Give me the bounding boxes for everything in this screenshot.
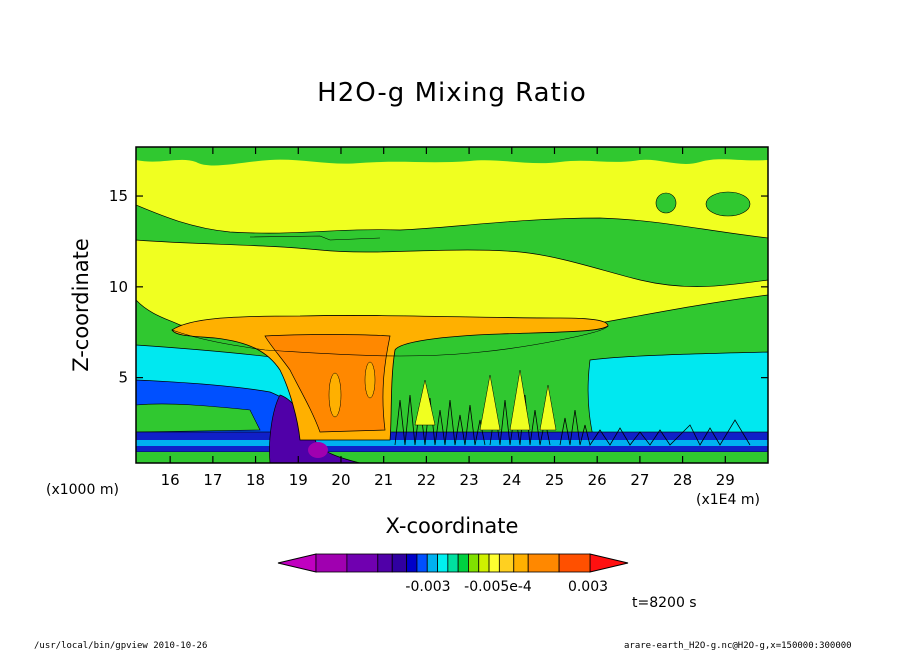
y-axis-label: Z-coordinate — [69, 238, 93, 372]
x-tick-label: 29 — [716, 471, 735, 489]
colorbar-swatch — [416, 553, 428, 573]
colorbar-swatch — [447, 553, 459, 573]
colorbar-swatch — [468, 553, 480, 573]
colorbar-min-arrow — [277, 553, 317, 573]
colorbar-swatch — [457, 553, 469, 573]
colorbar-label: -0.005e-4 — [464, 579, 532, 595]
colorbar-swatch — [488, 553, 500, 573]
contour-fill — [136, 147, 768, 463]
x-multiplier-right: (x1E4 m) — [696, 492, 760, 508]
y-axis: 5 10 15 — [109, 187, 768, 387]
colorbar-swatch — [346, 553, 379, 573]
footer-source: arare-earth_H2O-g.nc@H2O-g,x=150000:3000… — [624, 641, 852, 651]
x-tick-label: 25 — [545, 471, 564, 489]
x-tick-label: 20 — [331, 471, 350, 489]
x-tick-label: 18 — [246, 471, 265, 489]
footer-command: /usr/local/bin/gpview 2010-10-26 — [34, 641, 208, 651]
x-tick-label: 24 — [502, 471, 521, 489]
colorbar-swatch — [426, 553, 438, 573]
y-tick-label: 10 — [109, 278, 128, 296]
colorbar-swatch — [437, 553, 449, 573]
x-multiplier-left: (x1000 m) — [46, 482, 119, 498]
colorbar-label: 0.003 — [568, 579, 608, 595]
x-tick-label: 27 — [630, 471, 649, 489]
x-tick-label: 17 — [203, 471, 222, 489]
contour-convection-lines — [394, 394, 751, 446]
colorbar-swatch — [377, 553, 393, 573]
colorbar-swatch — [406, 553, 418, 573]
x-tick-label: 21 — [374, 471, 393, 489]
x-tick-label: 26 — [588, 471, 607, 489]
colorbar: -0.003 -0.005e-4 0.003 — [277, 553, 629, 595]
x-tick-label: 22 — [417, 471, 436, 489]
x-axis-label: X-coordinate — [385, 514, 519, 538]
contour-upper-green — [136, 147, 768, 166]
colorbar-max-arrow — [589, 553, 629, 573]
colorbar-swatch — [478, 553, 490, 573]
colorbar-swatch — [558, 553, 591, 573]
x-tick-label: 19 — [289, 471, 308, 489]
plot-frame — [135, 146, 769, 464]
colorbar-swatch — [315, 553, 348, 573]
x-axis: 16 17 18 19 20 21 22 23 24 25 26 27 28 29 — [161, 147, 735, 489]
colorbar-swatch — [527, 553, 560, 573]
contour-blob-green — [655, 192, 677, 214]
colorbar-swatch — [498, 553, 515, 573]
colorbar-swatch — [391, 553, 408, 573]
time-annotation: t=8200 s — [632, 595, 697, 611]
colorbar-label: -0.003 — [405, 579, 450, 595]
chart-title: H2O-g Mixing Ratio — [317, 78, 587, 108]
y-tick-label: 5 — [118, 369, 128, 387]
y-tick-label: 15 — [109, 187, 128, 205]
x-tick-label: 23 — [460, 471, 479, 489]
colorbar-swatch — [513, 553, 529, 573]
x-tick-label: 28 — [673, 471, 692, 489]
x-tick-label: 16 — [161, 471, 180, 489]
